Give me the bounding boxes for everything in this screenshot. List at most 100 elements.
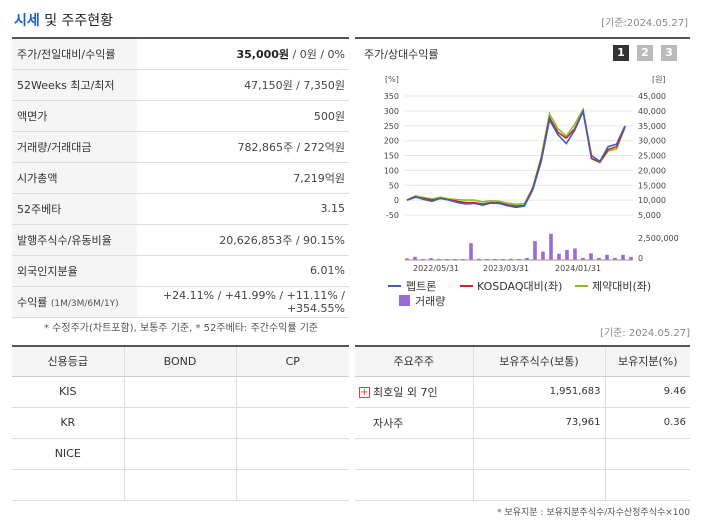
chart-page-2-button[interactable]: 2 — [637, 45, 653, 61]
holder-name: 최호일 외 7인 — [373, 385, 438, 399]
shares-cell — [472, 469, 605, 501]
volume-value: 782,865주 / 272억원 — [137, 131, 349, 163]
volume-bar — [509, 258, 513, 260]
left-tick-label: 350 — [384, 92, 399, 101]
volume-bar — [517, 258, 521, 260]
right-tick-label: 15,000 — [638, 181, 666, 190]
left-tick-label: 200 — [384, 137, 399, 146]
x-tick-label: 2022/05/31 — [413, 264, 459, 273]
holder-cell[interactable]: + 최호일 외 7인 — [355, 376, 473, 408]
chart-page-1-button[interactable]: 1 — [613, 45, 629, 61]
price-current: 35,000원 — [236, 47, 290, 61]
table-row: 주가/전일대비/수익률 35,000원 / 0원 / 0% — [12, 37, 349, 70]
price-label: 주가/전일대비/수익률 — [12, 37, 137, 70]
volume-bar — [493, 258, 497, 260]
volume-bar — [629, 256, 633, 260]
volume-bar — [533, 241, 537, 260]
w52-value: 47,150원 / 7,350원 — [137, 69, 349, 101]
agency-cell — [12, 469, 124, 501]
right-tick-label: 20,000 — [638, 166, 666, 175]
agency-cell: KIS — [12, 376, 124, 408]
volume-bar — [405, 258, 409, 260]
volume-bar — [581, 257, 585, 260]
volume-bar — [437, 258, 441, 260]
holders-footnote: * 보유지분 : 보유지분주식수/자수산정주식수×100 — [497, 508, 690, 518]
return-label: 수익률 (1M/3M/6M/1Y) — [12, 286, 137, 318]
holder-name — [355, 438, 473, 470]
volume-bar — [477, 258, 481, 260]
cp-cell — [235, 469, 349, 501]
right-tick-label: 25,000 — [638, 152, 666, 161]
left-tick-label: 50 — [389, 181, 399, 190]
col-pct: 보유지분(%) — [604, 345, 690, 377]
beta-value: 3.15 — [137, 193, 349, 225]
left-tick-label: 150 — [384, 152, 399, 161]
price-chart: [%] [원] 350 300 250 200 150 100 50 0 -50 45,000 4… — [384, 75, 679, 308]
volume-bar — [541, 251, 545, 260]
pct-cell — [604, 469, 690, 501]
volume-bar — [429, 258, 433, 260]
quote-table: 주가/전일대비/수익률 35,000원 / 0원 / 0% 52Weeks 최고… — [12, 37, 349, 318]
par-value: 500원 — [137, 100, 349, 132]
col-cp: CP — [235, 345, 349, 377]
quote-footnote: * 수정주가(차트포함), 보통주 기준, * 52주베타: 주간수익률 기준 — [44, 323, 319, 334]
chart-title: 주가/상대수익률 — [364, 48, 439, 61]
left-tick-label: 0 — [394, 196, 399, 205]
foreign-value: 6.01% — [137, 255, 349, 287]
return-label-text: 수익률 — [17, 295, 48, 309]
section-title-rest: 및 주주현황 — [39, 13, 114, 29]
chart-page-3-button[interactable]: 3 — [661, 45, 677, 61]
section-title-main: 시세 — [14, 13, 40, 29]
table-row: 자사주 73,961 0.36 — [355, 407, 690, 439]
table-row: 거래량/거래대금 782,865주 / 272억원 — [12, 131, 349, 163]
pct-cell: 0.36 — [604, 407, 690, 439]
volume-bar — [469, 243, 473, 260]
table-row: 52Weeks 최고/최저 47,150원 / 7,350원 — [12, 69, 349, 101]
volume-bar — [557, 253, 561, 260]
volume-bar — [613, 257, 617, 260]
col-holder: 주요주주 — [355, 345, 473, 377]
table-row: 수익률 (1M/3M/6M/1Y) +24.11% / +41.99% / +1… — [12, 286, 349, 318]
reference-date-holders: [기준: 2024.05.27] — [599, 328, 690, 339]
table-row — [355, 438, 690, 470]
left-tick-label: 100 — [384, 166, 399, 175]
left-unit: [%] — [385, 75, 399, 84]
table-row: 시가총액 7,219억원 — [12, 162, 349, 194]
price-change: / 0원 / 0% — [289, 47, 345, 61]
legend-swatch-volume — [399, 295, 410, 306]
table-row: 발행주식수/유동비율 20,626,853주 / 90.15% — [12, 224, 349, 256]
volume-label: 거래량/거래대금 — [12, 131, 137, 163]
holder-name — [355, 469, 473, 501]
bond-cell — [123, 376, 236, 408]
legend-peptron: 펩트론 — [406, 280, 436, 293]
shares-value: 20,626,853주 / 90.15% — [137, 224, 349, 256]
agency-cell: KR — [12, 407, 124, 439]
bond-cell — [123, 407, 236, 439]
right-unit: [원] — [652, 75, 666, 84]
legend-volume: 거래량 — [415, 295, 445, 308]
table-row: + 최호일 외 7인 1,951,683 9.46 — [355, 376, 690, 408]
volume-bar — [421, 258, 425, 260]
price-value: 35,000원 / 0원 / 0% — [137, 37, 349, 70]
volume-bar — [589, 253, 593, 260]
series-line — [406, 108, 626, 209]
expand-icon[interactable]: + — [359, 387, 370, 398]
volume-bar — [605, 254, 609, 260]
shares-cell: 73,961 — [472, 407, 605, 439]
right-tick-label: 45,000 — [638, 92, 666, 101]
table-header-row: 신용등급 BOND CP — [12, 345, 349, 377]
right-tick-label: 10,000 — [638, 196, 666, 205]
right-tick-label: 30,000 — [638, 137, 666, 146]
shareholders-table: 주요주주 보유주식수(보통) 보유지분(%) + 최호일 외 7인 1,951,6… — [355, 345, 690, 501]
volume-tick-label: 2,500,000 — [638, 234, 679, 243]
col-bond: BOND — [123, 345, 236, 377]
cp-cell — [235, 376, 349, 408]
cp-cell — [235, 438, 349, 470]
table-row: 52주베타 3.15 — [12, 193, 349, 225]
table-row: 액면가 500원 — [12, 100, 349, 132]
credit-rating-table: 신용등급 BOND CP KIS KR NICE — [12, 345, 349, 501]
x-tick-label: 2023/03/31 — [483, 264, 529, 273]
agency-cell: NICE — [12, 438, 124, 470]
table-row — [12, 469, 349, 501]
return-value: +24.11% / +41.99% / +11.11% / +354.55% — [137, 286, 349, 318]
